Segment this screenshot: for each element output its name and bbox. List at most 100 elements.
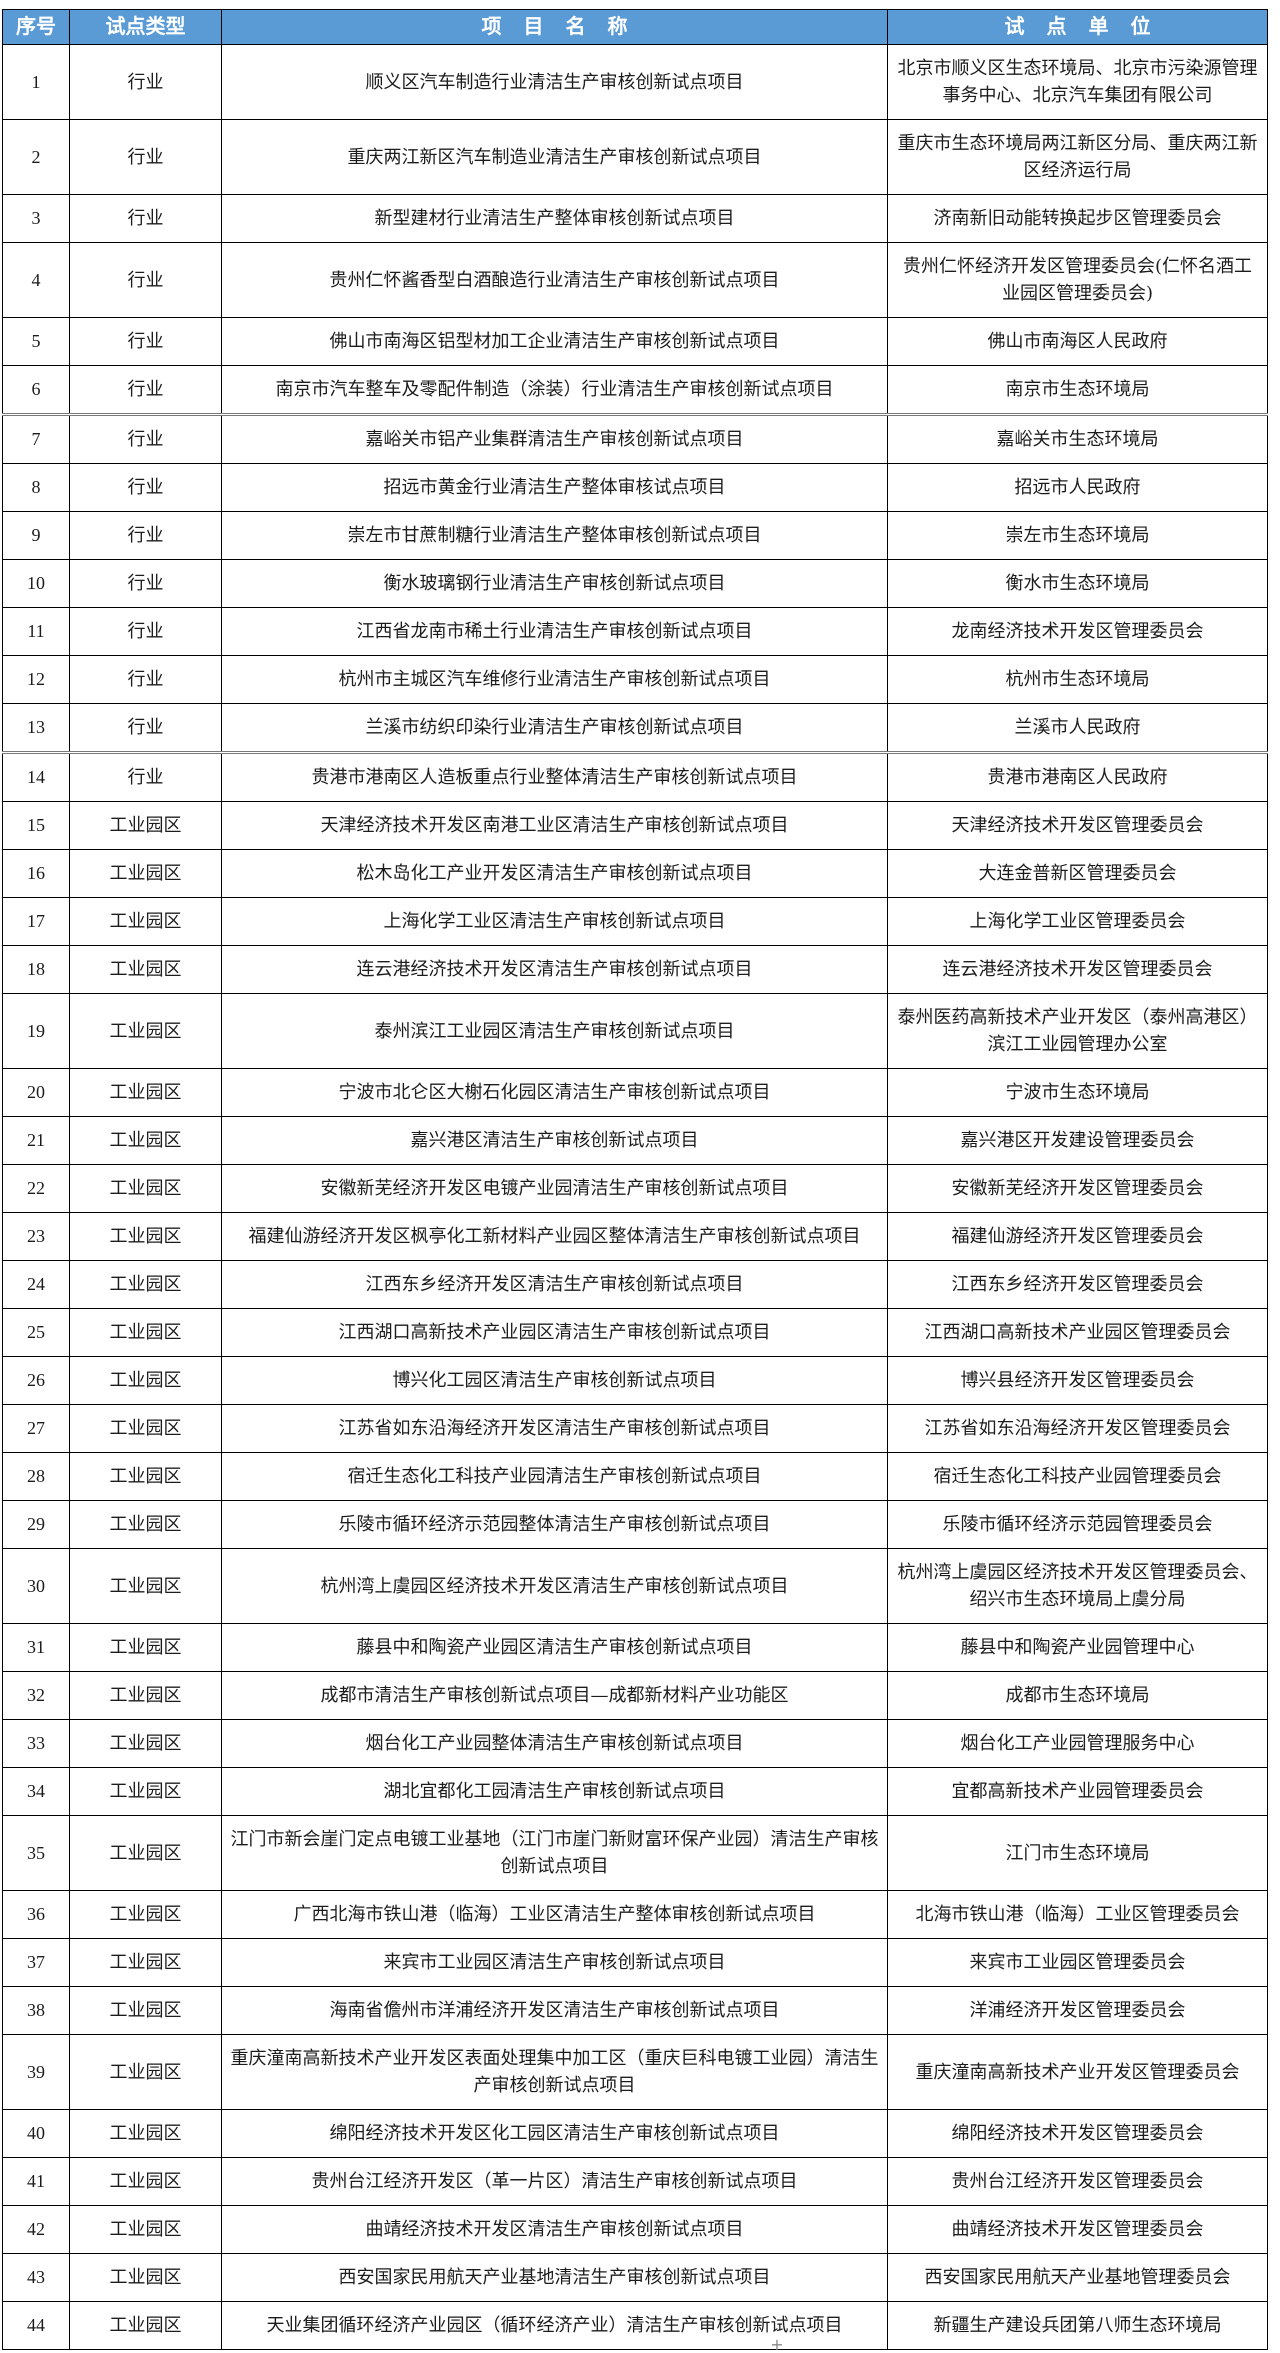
plus-icon[interactable]: +	[770, 2335, 784, 2353]
row-number-cell: 4	[2, 242, 70, 318]
row-number-cell: 2	[2, 119, 70, 195]
project-name-cell: 新型建材行业清洁生产整体审核创新试点项目	[221, 194, 888, 243]
project-name-cell: 江西省龙南市稀土行业清洁生产审核创新试点项目	[221, 607, 888, 656]
pilot-unit-cell: 江门市生态环境局	[887, 1815, 1268, 1891]
pilot-type-cell: 工业园区	[69, 1623, 222, 1672]
project-name-cell: 广西北海市铁山港（临海）工业区清洁生产整体审核创新试点项目	[221, 1890, 888, 1939]
row-number-cell: 28	[2, 1452, 70, 1501]
pilot-type-cell: 行业	[69, 559, 222, 608]
row-number-cell: 41	[2, 2157, 70, 2206]
row-number-cell: 7	[2, 413, 70, 464]
table-row: 21 工业园区 嘉兴港区清洁生产审核创新试点项目 嘉兴港区开发建设管理委员会	[2, 1116, 1268, 1165]
table-body: 1 行业 顺义区汽车制造行业清洁生产审核创新试点项目 北京市顺义区生态环境局、北…	[2, 44, 1268, 2350]
table-row: 10 行业 衡水玻璃钢行业清洁生产审核创新试点项目 衡水市生态环境局	[2, 559, 1268, 608]
pilot-unit-cell: 杭州市生态环境局	[887, 655, 1268, 704]
table-row: 35 工业园区 江门市新会崖门定点电镀工业基地（江门市崖门新财富环保产业园）清洁…	[2, 1815, 1268, 1891]
pilot-unit-cell: 新疆生产建设兵团第八师生态环境局	[887, 2301, 1268, 2350]
pilot-unit-cell: 兰溪市人民政府	[887, 703, 1268, 753]
header-label-project-name: 项目名称	[481, 16, 650, 38]
project-name-cell: 湖北宜都化工园清洁生产审核创新试点项目	[221, 1767, 888, 1816]
row-number-cell: 21	[2, 1116, 70, 1165]
pilot-type-cell: 工业园区	[69, 1548, 222, 1624]
pilot-unit-cell: 西安国家民用航天产业基地管理委员会	[887, 2253, 1268, 2302]
table-row: 36 工业园区 广西北海市铁山港（临海）工业区清洁生产整体审核创新试点项目 北海…	[2, 1890, 1268, 1939]
pilot-type-cell: 工业园区	[69, 1356, 222, 1405]
project-name-cell: 杭州市主城区汽车维修行业清洁生产审核创新试点项目	[221, 655, 888, 704]
table-row: 30 工业园区 杭州湾上虞园区经济技术开发区清洁生产审核创新试点项目 杭州湾上虞…	[2, 1548, 1268, 1624]
table-row: 33 工业园区 烟台化工产业园整体清洁生产审核创新试点项目 烟台化工产业园管理服…	[2, 1719, 1268, 1768]
row-number-cell: 37	[2, 1938, 70, 1987]
pilot-unit-cell: 龙南经济技术开发区管理委员会	[887, 607, 1268, 656]
pilot-type-cell: 工业园区	[69, 849, 222, 898]
table-row: 13 行业 兰溪市纺织印染行业清洁生产审核创新试点项目 兰溪市人民政府	[2, 703, 1268, 753]
table-header: 序号 试点类型 项目名称 试点单位	[2, 9, 1268, 45]
pilot-type-cell: 工业园区	[69, 1164, 222, 1213]
table-row: 7 行业 嘉峪关市铝产业集群清洁生产审核创新试点项目 嘉峪关市生态环境局	[2, 413, 1268, 464]
project-name-cell: 连云港经济技术开发区清洁生产审核创新试点项目	[221, 945, 888, 994]
project-name-cell: 江门市新会崖门定点电镀工业基地（江门市崖门新财富环保产业园）清洁生产审核创新试点…	[221, 1815, 888, 1891]
pilot-type-cell: 行业	[69, 119, 222, 195]
header-cell-project-name: 项目名称	[221, 9, 888, 45]
pilot-type-cell: 行业	[69, 365, 222, 415]
pilot-unit-cell: 曲靖经济技术开发区管理委员会	[887, 2205, 1268, 2254]
pilot-unit-cell: 安徽新芜经济开发区管理委员会	[887, 1164, 1268, 1213]
table-row: 25 工业园区 江西湖口高新技术产业园区清洁生产审核创新试点项目 江西湖口高新技…	[2, 1308, 1268, 1357]
project-name-cell: 江苏省如东沿海经济开发区清洁生产审核创新试点项目	[221, 1404, 888, 1453]
pilot-type-cell: 行业	[69, 655, 222, 704]
project-name-cell: 江西东乡经济开发区清洁生产审核创新试点项目	[221, 1260, 888, 1309]
row-number-cell: 43	[2, 2253, 70, 2302]
row-number-cell: 31	[2, 1623, 70, 1672]
pilot-unit-cell: 上海化学工业区管理委员会	[887, 897, 1268, 946]
table-row: 26 工业园区 博兴化工园区清洁生产审核创新试点项目 博兴县经济开发区管理委员会	[2, 1356, 1268, 1405]
row-number-cell: 26	[2, 1356, 70, 1405]
pilot-unit-cell: 杭州湾上虞园区经济技术开发区管理委员会、绍兴市生态环境局上虞分局	[887, 1548, 1268, 1624]
pilot-unit-cell: 泰州医药高新技术产业开发区（泰州高港区）滨江工业园管理办公室	[887, 993, 1268, 1069]
pilot-unit-cell: 烟台化工产业园管理服务中心	[887, 1719, 1268, 1768]
row-number-cell: 14	[2, 751, 70, 802]
project-name-cell: 绵阳经济技术开发区化工园区清洁生产审核创新试点项目	[221, 2109, 888, 2158]
table-row: 29 工业园区 乐陵市循环经济示范园整体清洁生产审核创新试点项目 乐陵市循环经济…	[2, 1500, 1268, 1549]
pilot-unit-cell: 天津经济技术开发区管理委员会	[887, 801, 1268, 850]
row-number-cell: 5	[2, 317, 70, 366]
project-name-cell: 烟台化工产业园整体清洁生产审核创新试点项目	[221, 1719, 888, 1768]
row-number-cell: 17	[2, 897, 70, 946]
project-name-cell: 福建仙游经济开发区枫亭化工新材料产业园区整体清洁生产审核创新试点项目	[221, 1212, 888, 1261]
row-number-cell: 44	[2, 2301, 70, 2350]
pilot-unit-cell: 江西东乡经济开发区管理委员会	[887, 1260, 1268, 1309]
pilot-type-cell: 行业	[69, 511, 222, 560]
row-number-cell: 10	[2, 559, 70, 608]
project-name-cell: 海南省儋州市洋浦经济开发区清洁生产审核创新试点项目	[221, 1986, 888, 2035]
row-number-cell: 23	[2, 1212, 70, 1261]
table-row: 8 行业 招远市黄金行业清洁生产整体审核试点项目 招远市人民政府	[2, 463, 1268, 512]
table-header-row: 序号 试点类型 项目名称 试点单位	[2, 9, 1268, 45]
pilot-type-cell: 工业园区	[69, 1890, 222, 1939]
table-row: 12 行业 杭州市主城区汽车维修行业清洁生产审核创新试点项目 杭州市生态环境局	[2, 655, 1268, 704]
project-name-cell: 南京市汽车整车及零配件制造（涂装）行业清洁生产审核创新试点项目	[221, 365, 888, 415]
row-number-cell: 18	[2, 945, 70, 994]
pilot-unit-cell: 乐陵市循环经济示范园管理委员会	[887, 1500, 1268, 1549]
project-name-cell: 衡水玻璃钢行业清洁生产审核创新试点项目	[221, 559, 888, 608]
pilot-type-cell: 工业园区	[69, 945, 222, 994]
pilot-type-cell: 行业	[69, 317, 222, 366]
project-name-cell: 贵州台江经济开发区（革一片区）清洁生产审核创新试点项目	[221, 2157, 888, 2206]
row-number-cell: 25	[2, 1308, 70, 1357]
table-row: 6 行业 南京市汽车整车及零配件制造（涂装）行业清洁生产审核创新试点项目 南京市…	[2, 365, 1268, 415]
table-row: 24 工业园区 江西东乡经济开发区清洁生产审核创新试点项目 江西东乡经济开发区管…	[2, 1260, 1268, 1309]
pilot-unit-cell: 北海市铁山港（临海）工业区管理委员会	[887, 1890, 1268, 1939]
row-number-cell: 8	[2, 463, 70, 512]
project-name-cell: 天津经济技术开发区南港工业区清洁生产审核创新试点项目	[221, 801, 888, 850]
table-row: 37 工业园区 来宾市工业园区清洁生产审核创新试点项目 来宾市工业园区管理委员会	[2, 1938, 1268, 1987]
project-name-cell: 重庆潼南高新技术产业开发区表面处理集中加工区（重庆巨科电镀工业园）清洁生产审核创…	[221, 2034, 888, 2110]
pilot-unit-cell: 嘉峪关市生态环境局	[887, 413, 1268, 464]
table-row: 34 工业园区 湖北宜都化工园清洁生产审核创新试点项目 宜都高新技术产业园管理委…	[2, 1767, 1268, 1816]
project-name-cell: 贵州仁怀酱香型白酒酿造行业清洁生产审核创新试点项目	[221, 242, 888, 318]
pilot-unit-cell: 藤县中和陶瓷产业园管理中心	[887, 1623, 1268, 1672]
pilot-unit-cell: 贵港市港南区人民政府	[887, 751, 1268, 802]
table-row: 15 工业园区 天津经济技术开发区南港工业区清洁生产审核创新试点项目 天津经济技…	[2, 801, 1268, 850]
row-number-cell: 35	[2, 1815, 70, 1891]
row-number-cell: 39	[2, 2034, 70, 2110]
project-name-cell: 上海化学工业区清洁生产审核创新试点项目	[221, 897, 888, 946]
row-number-cell: 42	[2, 2205, 70, 2254]
project-name-cell: 松木岛化工产业开发区清洁生产审核创新试点项目	[221, 849, 888, 898]
row-number-cell: 27	[2, 1404, 70, 1453]
